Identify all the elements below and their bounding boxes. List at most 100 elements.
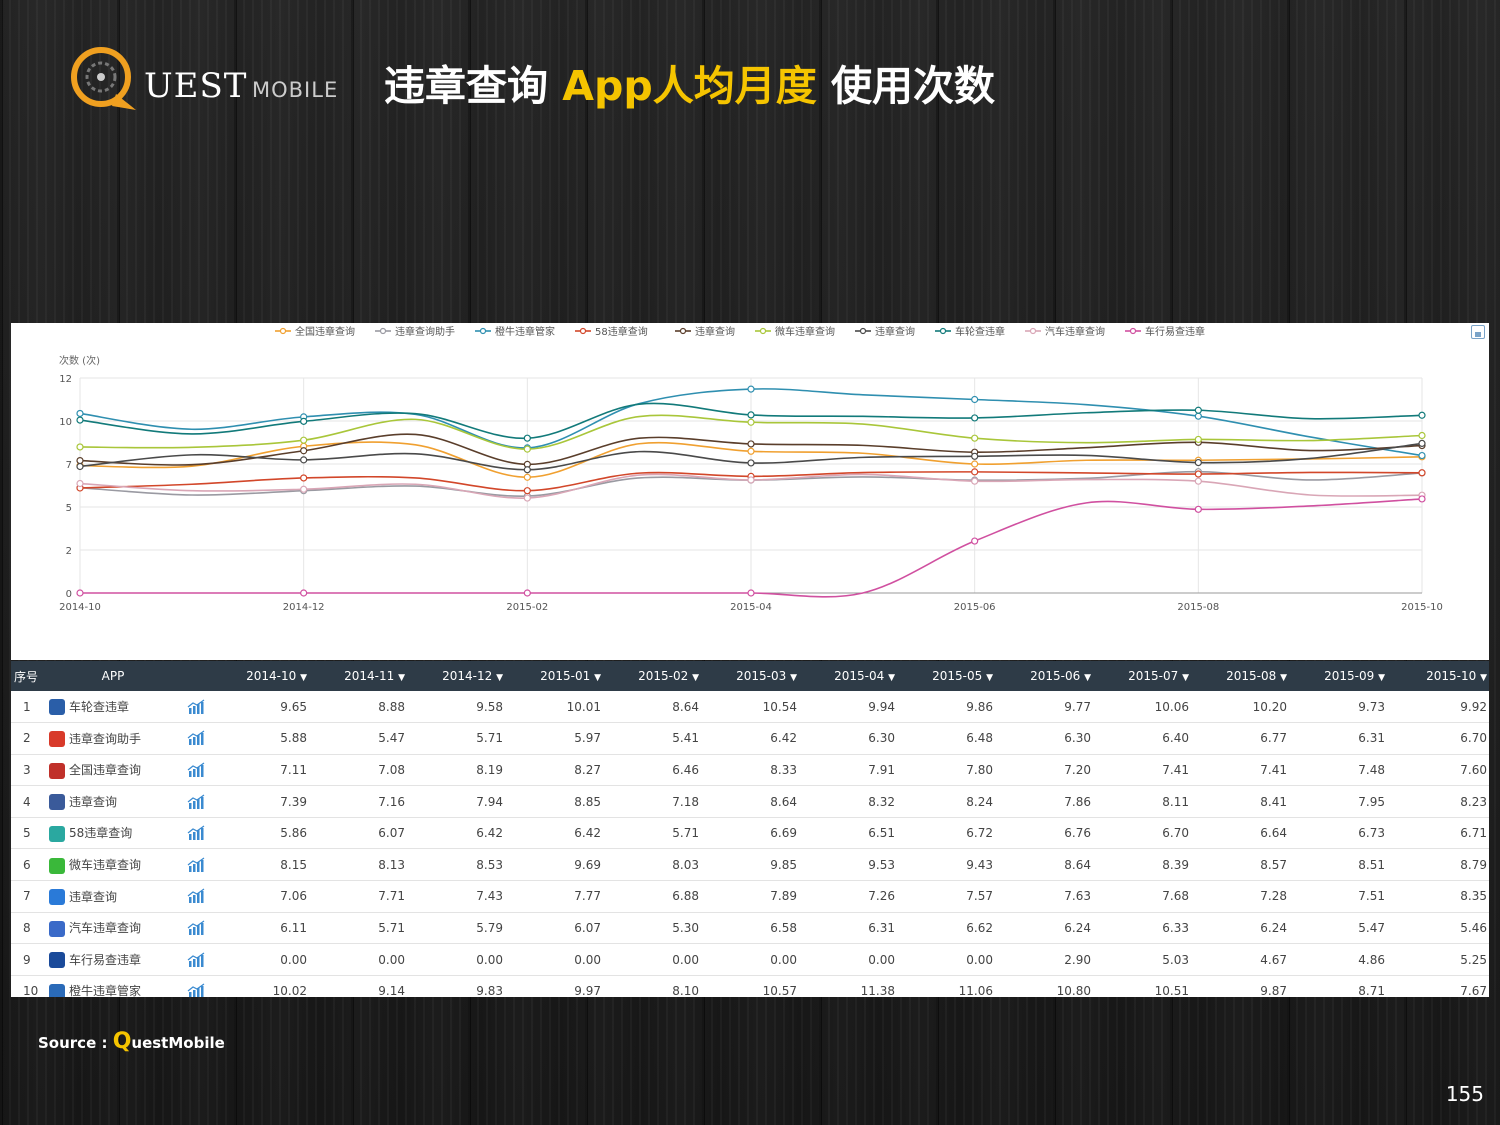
value-cell: 7.41: [1162, 762, 1189, 777]
row-app[interactable]: 违章查询: [47, 786, 187, 818]
header-month[interactable]: 2015-09 ▼: [1295, 661, 1393, 691]
value-cell: 5.47: [1358, 920, 1385, 935]
value-cell: 5.30: [672, 920, 699, 935]
page-number: 155: [1445, 1082, 1484, 1106]
x-tick-label: 2015-08: [1177, 602, 1219, 613]
trend-chart-icon[interactable]: [187, 762, 205, 778]
car-wheel-app-icon: [49, 699, 65, 716]
title-highlight: App人均月度: [562, 62, 817, 110]
trend-chart-icon[interactable]: [187, 730, 205, 746]
sort-arrow-icon[interactable]: ▼: [986, 673, 993, 683]
legend-swatch-marker: [579, 327, 587, 335]
data-point: [523, 589, 531, 597]
header-app[interactable]: APP: [101, 669, 125, 683]
trend-chart-icon[interactable]: [187, 888, 205, 904]
sort-arrow-icon[interactable]: ▼: [496, 673, 503, 683]
legend-label: 车行易查违章: [1145, 325, 1205, 338]
sort-arrow-icon[interactable]: ▼: [1084, 673, 1091, 683]
value-cell: 10.80: [1056, 984, 1091, 997]
trend-chart-icon[interactable]: [187, 825, 205, 841]
header-month[interactable]: 2015-05 ▼: [903, 661, 1001, 691]
value-cell: 7.95: [1358, 794, 1385, 809]
value-cell: 9.92: [1460, 699, 1487, 714]
data-point: [300, 456, 308, 464]
value-cell: 6.42: [770, 731, 797, 746]
value-cell: 6.48: [966, 731, 993, 746]
row-index: 3: [23, 762, 31, 777]
trend-chart-icon[interactable]: [187, 920, 205, 936]
row-app[interactable]: 违章查询助手: [47, 723, 187, 755]
header-month[interactable]: 2015-07 ▼: [1099, 661, 1197, 691]
trend-chart-icon[interactable]: [187, 857, 205, 873]
value-cell: 8.88: [378, 699, 405, 714]
trend-chart-icon[interactable]: [187, 983, 205, 997]
row-app[interactable]: 橙牛违章管家: [47, 975, 187, 997]
row-app[interactable]: 汽车违章查询: [47, 912, 187, 944]
sort-arrow-icon[interactable]: ▼: [692, 673, 699, 683]
header-month[interactable]: 2015-03 ▼: [707, 661, 805, 691]
data-table-panel: 序号 APP 2014-10 ▼ 2014-11 ▼ 2014-12 ▼ 2015-01 …: [11, 661, 1489, 997]
sort-arrow-icon[interactable]: ▼: [398, 673, 405, 683]
row-app[interactable]: 车轮查违章: [47, 691, 187, 723]
chengniu-app-icon: [49, 983, 65, 997]
data-point: [1194, 477, 1202, 485]
sort-arrow-icon[interactable]: ▼: [1378, 673, 1385, 683]
value-cell: 7.68: [1162, 889, 1189, 904]
violation-query-2-app-icon: [49, 889, 65, 906]
header-month[interactable]: 2015-04 ▼: [805, 661, 903, 691]
value-cell: 5.86: [280, 826, 307, 841]
table-row: 3 全国违章查询 7.11 7.08 8.19 8.27 6.46 8.33 7.91 7.80 7…: [11, 754, 1489, 786]
value-cell: 5.47: [378, 731, 405, 746]
trend-chart-icon[interactable]: [187, 794, 205, 810]
header-month-label: 2015-05: [932, 669, 987, 683]
row-index: 8: [23, 920, 31, 935]
value-cell: 8.51: [1358, 857, 1385, 872]
header-month[interactable]: 2015-06 ▼: [1001, 661, 1099, 691]
y-axis-label: 次数 (次): [59, 354, 100, 367]
trend-chart-icon[interactable]: [187, 699, 205, 715]
value-cell: 7.16: [378, 794, 405, 809]
sort-arrow-icon[interactable]: ▼: [1280, 673, 1287, 683]
row-trend: [187, 754, 217, 786]
sort-arrow-icon[interactable]: ▼: [1480, 673, 1487, 683]
header-month[interactable]: 2015-10 ▼: [1393, 661, 1489, 691]
value-cell: 7.67: [1460, 984, 1487, 997]
x-tick-label: 2015-06: [954, 602, 996, 613]
data-point: [1418, 469, 1426, 477]
value-cell: 7.43: [476, 889, 503, 904]
value-cell: 6.69: [770, 826, 797, 841]
legend-label: 橙牛违章管家: [495, 325, 555, 338]
row-app[interactable]: 微车违章查询: [47, 849, 187, 881]
row-trend: [187, 975, 217, 997]
header-month[interactable]: 2014-12 ▼: [413, 661, 511, 691]
value-cell: 9.77: [1064, 699, 1091, 714]
value-cell: 6.76: [1064, 826, 1091, 841]
value-cell: 8.85: [574, 794, 601, 809]
sort-arrow-icon[interactable]: ▼: [594, 673, 601, 683]
value-cell: 10.54: [762, 699, 797, 714]
sort-arrow-icon[interactable]: ▼: [790, 673, 797, 683]
row-app[interactable]: 58违章查询: [47, 817, 187, 849]
header-month[interactable]: 2014-10 ▼: [217, 661, 315, 691]
legend-item: 橙牛违章管家: [475, 325, 555, 338]
sort-arrow-icon[interactable]: ▼: [888, 673, 895, 683]
row-app[interactable]: 全国违章查询: [47, 754, 187, 786]
legend-swatch-marker: [379, 327, 387, 335]
save-image-icon[interactable]: [1471, 325, 1485, 339]
weiche-app-icon: [49, 857, 65, 874]
value-cell: 7.28: [1260, 889, 1287, 904]
header-month[interactable]: 2015-01 ▼: [511, 661, 609, 691]
value-cell: 9.83: [476, 984, 503, 997]
data-point: [76, 589, 84, 597]
row-app[interactable]: 违章查询: [47, 881, 187, 913]
trend-chart-icon[interactable]: [187, 952, 205, 968]
header-month[interactable]: 2015-02 ▼: [609, 661, 707, 691]
header-month[interactable]: 2014-11 ▼: [315, 661, 413, 691]
row-app[interactable]: 车行易查违章: [47, 944, 187, 976]
sort-arrow-icon[interactable]: ▼: [300, 673, 307, 683]
data-point: [747, 476, 755, 484]
data-point: [300, 436, 308, 444]
value-cell: 10.57: [762, 984, 797, 997]
sort-arrow-icon[interactable]: ▼: [1182, 673, 1189, 683]
header-month[interactable]: 2015-08 ▼: [1197, 661, 1295, 691]
